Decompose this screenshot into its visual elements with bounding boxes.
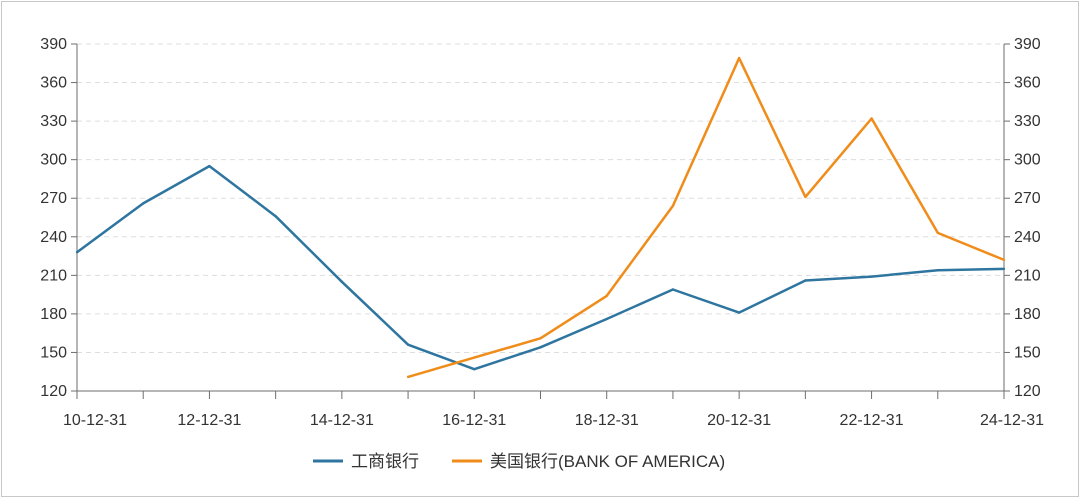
y-tick-label-right: 300 [1014,152,1041,169]
data-point [340,280,344,283]
data-point [1002,258,1006,262]
data-point [870,275,873,278]
data-point [406,375,410,379]
y-tick-label-right: 360 [1014,75,1041,92]
y-tick-label-right: 180 [1014,306,1041,323]
legend-label-1: 美国银行(BANK OF AMERICA) [490,452,725,471]
y-tick-label-left: 360 [40,75,67,92]
data-point [142,202,145,205]
y-tick-label-left: 300 [40,152,67,169]
data-point [804,279,807,282]
data-point [539,346,542,349]
y-tick-label-right: 210 [1014,267,1041,284]
legend-label-0: 工商银行 [351,452,419,471]
data-point [473,367,476,371]
x-tick-label: 14-12-31 [310,412,374,429]
data-point [936,268,939,272]
y-tick-label-right: 390 [1014,36,1041,53]
x-tick-label: 12-12-31 [177,412,241,429]
data-point [1002,267,1006,271]
x-tick-label: 16-12-31 [442,412,506,429]
y-tick-label-left: 240 [40,229,67,246]
data-point [274,215,277,218]
x-tick-label: 18-12-31 [575,412,639,429]
y-tick-label-left: 120 [40,383,67,400]
data-point [406,343,410,346]
y-tick-label-right: 150 [1014,344,1041,361]
data-point [671,288,675,291]
y-tick-label-right: 270 [1014,190,1041,207]
y-tick-label-right: 330 [1014,113,1041,130]
axes: 120 120 150 150 180 180 210 210 240 240 270 270 300 3… [40,36,1044,429]
data-point [75,251,79,254]
data-point [804,195,807,199]
data-point [605,317,608,321]
x-tick-label: 10-12-31 [63,412,127,429]
y-tick-label-left: 390 [40,36,67,53]
x-tick-label: 24-12-31 [980,412,1044,429]
data-point [539,337,542,340]
data-point [737,311,741,314]
data-point [605,294,608,298]
x-tick-label: 22-12-31 [840,412,904,429]
data-point [737,56,741,60]
data-point [473,356,476,359]
legend: 工商银行 美国银行(BANK OF AMERICA) [313,452,725,471]
y-tick-label-left: 210 [40,267,67,284]
series [75,56,1006,379]
data-point [936,231,939,235]
x-tick-label: 20-12-31 [707,412,771,429]
y-tick-label-left: 330 [40,113,67,130]
y-tick-label-left: 150 [40,344,67,361]
y-tick-label-right: 120 [1014,383,1041,400]
data-point [870,117,873,120]
gridlines [77,43,1004,353]
data-point [208,164,211,168]
y-tick-label-right: 240 [1014,229,1041,246]
data-point [671,204,675,208]
series-line-1 [407,56,1005,379]
y-tick-label-left: 180 [40,306,67,323]
y-tick-label-left: 270 [40,190,67,207]
